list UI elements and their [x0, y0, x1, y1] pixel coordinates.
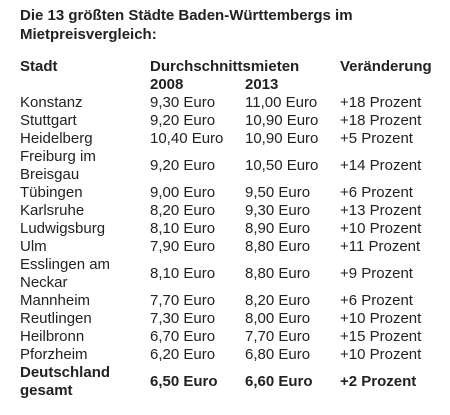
table-cell: 9,30 Euro — [245, 202, 311, 219]
table-cell: 11,00 Euro — [245, 94, 318, 111]
header-cell: Durchschnittsmieten — [150, 58, 300, 75]
header-row: 2008 2013 — [18, 76, 448, 94]
table-cell: +14 Prozent — [340, 157, 422, 174]
table-cell: 7,90 Euro — [150, 238, 216, 255]
table-cell: Karlsruhe — [20, 202, 85, 219]
table-cell: 10,50 Euro — [245, 157, 319, 174]
table-cell: Mannheim — [20, 292, 91, 309]
table-cell: 8,10 Euro — [150, 265, 216, 282]
table-cell: +15 Prozent — [340, 328, 422, 345]
table-row: Mannheim 7,70 Euro 8,20 Euro +6 Prozent — [18, 292, 448, 310]
table-cell: 8,20 Euro — [150, 202, 216, 219]
table-cell: 7,30 Euro — [150, 310, 216, 327]
table-cell: +10 Prozent — [340, 220, 422, 237]
table-cell: +5 Prozent — [340, 130, 413, 147]
table-cell: 8,20 Euro — [245, 292, 311, 309]
table-row: Esslingen am Neckar 8,10 Euro 8,80 Euro +9 … — [18, 256, 448, 292]
table-cell: +13 Prozent — [340, 202, 422, 219]
header-cell: Veränderung — [340, 58, 432, 75]
table-cell: +10 Prozent — [340, 310, 422, 327]
table-row: Tübingen 9,00 Euro 9,50 Euro +6 Prozent — [18, 184, 448, 202]
table-cell: Tübingen — [20, 184, 83, 201]
header-cell — [18, 76, 148, 94]
title: Die 13 größten Städte Baden-Württembergs… — [20, 7, 353, 43]
total-row: Deutschland gesamt 6,50 Euro 6,60 Euro +2 P… — [18, 364, 448, 400]
table-cell: +9 Prozent — [340, 265, 413, 282]
table-row: Karlsruhe 8,20 Euro 9,30 Euro +13 Prozent — [18, 202, 448, 220]
table-cell: Konstanz — [20, 94, 83, 111]
table-row: Freiburg im Breisgau 9,20 Euro 10,50 Euro +… — [18, 148, 448, 184]
table-cell: 9,20 Euro — [150, 112, 216, 129]
table-cell: Reutlingen — [20, 310, 92, 327]
table-body: Konstanz 9,30 Euro 11,00 Euro +18 Prozent St… — [18, 94, 448, 400]
table-cell: 9,20 Euro — [150, 157, 216, 174]
table-cell: 10,40 Euro — [150, 130, 224, 147]
table-cell: 9,00 Euro — [150, 184, 216, 201]
table-cell: +18 Prozent — [340, 112, 422, 129]
table-cell: 9,30 Euro — [150, 94, 216, 111]
table-cell: 8,80 Euro — [245, 238, 311, 255]
table-cell: 7,70 Euro — [150, 292, 216, 309]
table-cell: Esslingen am Neckar — [20, 256, 111, 291]
header-cell: 2013 — [245, 76, 279, 93]
table-cell: Pforzheim — [20, 346, 88, 363]
table-cell: Heidelberg — [20, 130, 93, 147]
table-cell: 6,50 Euro — [150, 373, 218, 390]
header-cell: Stadt — [20, 58, 58, 75]
table-cell: 9,50 Euro — [245, 184, 311, 201]
table-cell: 6,70 Euro — [150, 328, 216, 345]
table-cell: +10 Prozent — [340, 346, 422, 363]
table-cell: Ludwigsburg — [20, 220, 106, 237]
table-cell: +6 Prozent — [340, 184, 413, 201]
table-cell: Heilbronn — [20, 328, 85, 345]
table-cell: +11 Prozent — [340, 238, 421, 255]
table-cell: 6,60 Euro — [245, 373, 313, 390]
header-cell: 2008 — [150, 76, 184, 93]
table-cell: 10,90 Euro — [245, 112, 319, 129]
table-cell: Deutschland gesamt — [20, 364, 111, 399]
table-cell: Stuttgart — [20, 112, 77, 129]
table-cell: +18 Prozent — [340, 94, 422, 111]
table-cell: 7,70 Euro — [245, 328, 311, 345]
table-row: Pforzheim 6,20 Euro 6,80 Euro +10 Prozent — [18, 346, 448, 364]
header-cell — [338, 76, 448, 94]
table-row: Stuttgart 9,20 Euro 10,90 Euro +18 Prozent — [18, 112, 448, 130]
table-cell: Ulm — [20, 238, 47, 255]
table-cell: 8,90 Euro — [245, 220, 311, 237]
table-cell: Freiburg im Breisgau — [20, 148, 96, 183]
table-row: Konstanz 9,30 Euro 11,00 Euro +18 Prozent — [18, 94, 448, 112]
table-row: Heidelberg 10,40 Euro 10,90 Euro +5 Prozent — [18, 130, 448, 148]
table-cell: +2 Prozent — [340, 373, 417, 390]
table-cell: 10,90 Euro — [245, 130, 319, 147]
table-cell: 8,00 Euro — [245, 310, 311, 327]
rent-table: Stadt Durchschnittsmieten Veränderung 20… — [18, 58, 448, 400]
table-cell: 6,20 Euro — [150, 346, 216, 363]
table-row: Reutlingen 7,30 Euro 8,00 Euro +10 Prozent — [18, 310, 448, 328]
table-cell: 8,80 Euro — [245, 265, 311, 282]
table-row: Ludwigsburg 8,10 Euro 8,90 Euro +10 Prozent — [18, 220, 448, 238]
table-row: Ulm 7,90 Euro 8,80 Euro +11 Prozent — [18, 238, 448, 256]
table-cell: 8,10 Euro — [150, 220, 216, 237]
table-header: Stadt Durchschnittsmieten Veränderung 20… — [18, 58, 448, 94]
table-cell: 6,80 Euro — [245, 346, 311, 363]
table-row: Heilbronn 6,70 Euro 7,70 Euro +15 Prozent — [18, 328, 448, 346]
table-cell: +6 Prozent — [340, 292, 413, 309]
header-row: Stadt Durchschnittsmieten Veränderung — [18, 58, 448, 76]
